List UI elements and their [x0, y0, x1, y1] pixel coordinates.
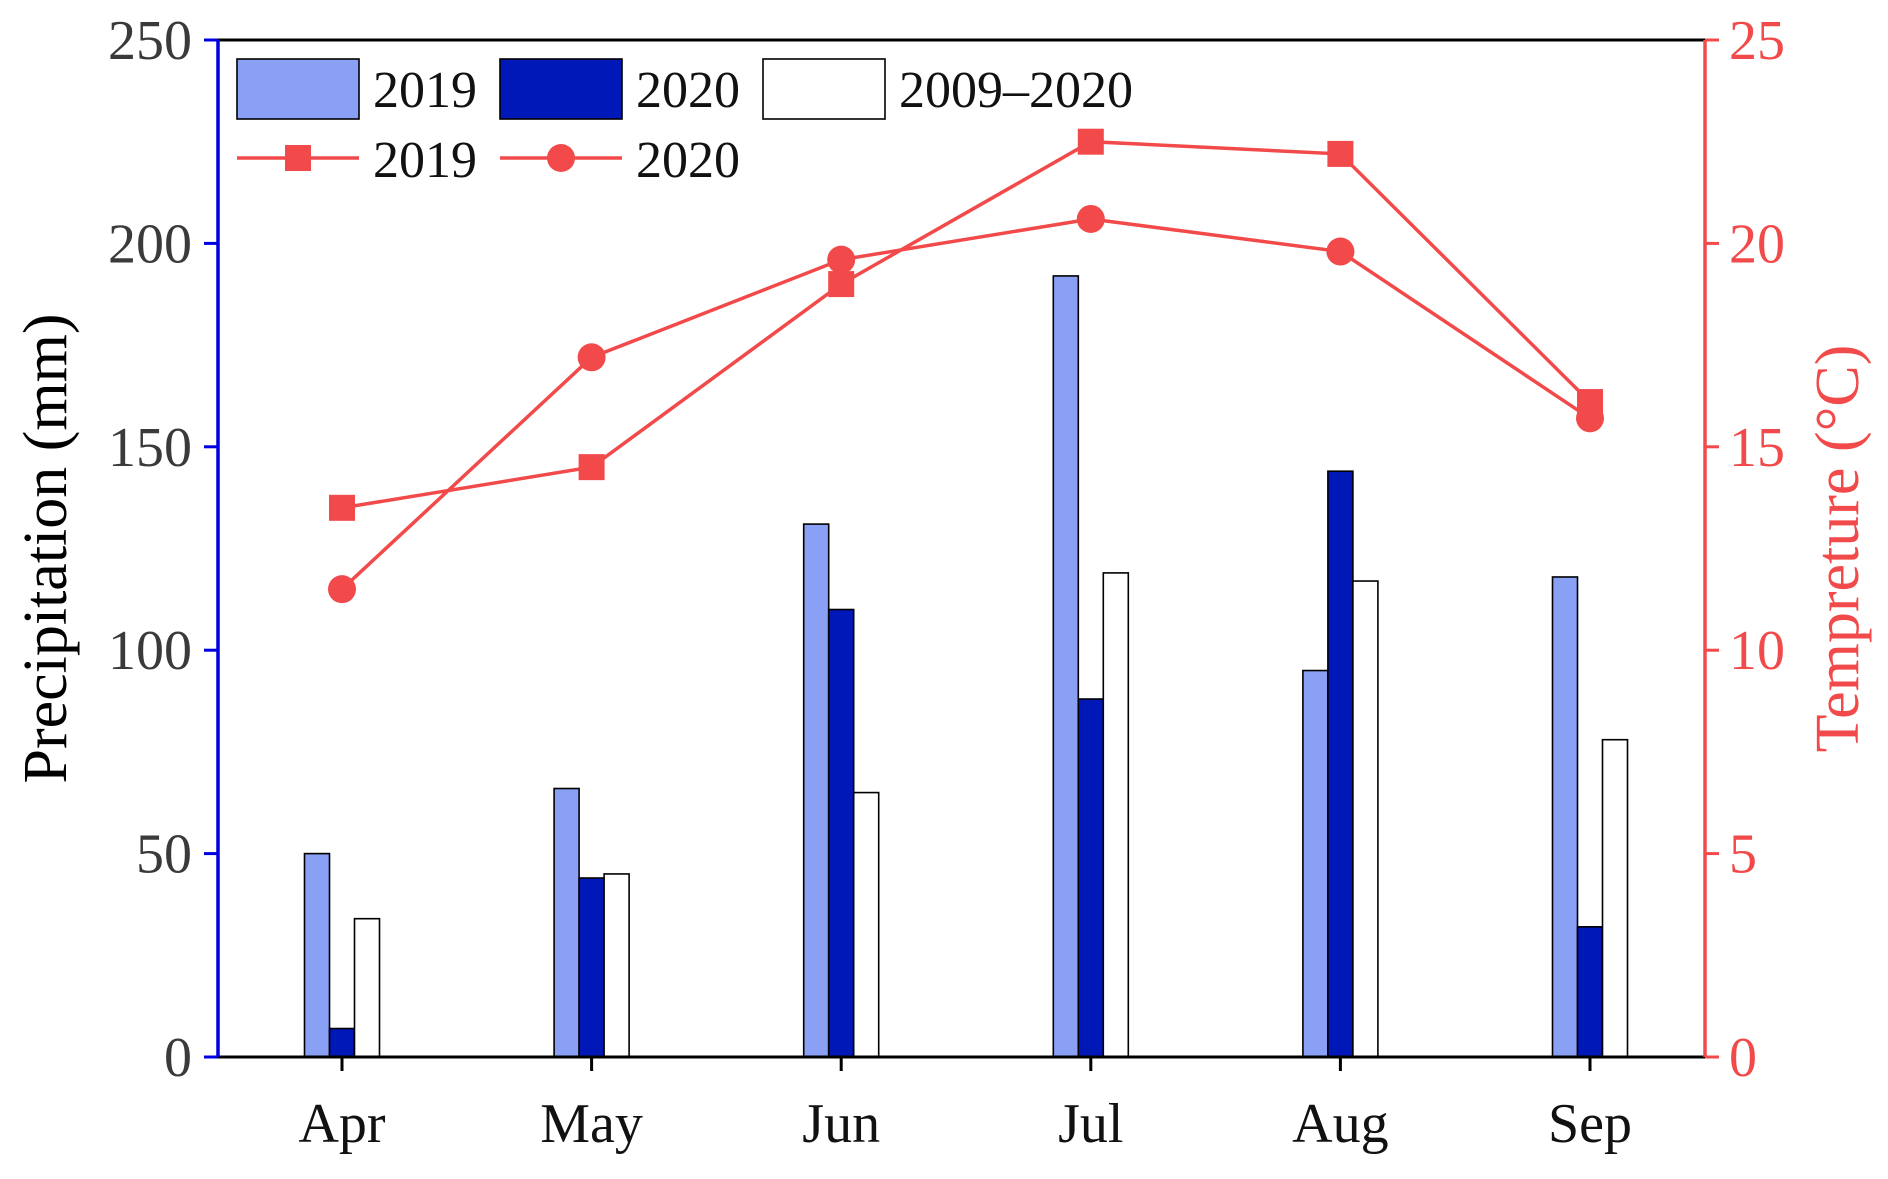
bar-2020-Sep — [1576, 926, 1604, 1058]
left-axis-title: Precipitation (mm) — [12, 313, 80, 783]
bar-2019-Apr — [303, 852, 331, 1058]
bar-2020-May — [578, 877, 605, 1058]
bar-2009–2020-May — [603, 873, 630, 1058]
legend-swatch-bar-2020 — [499, 58, 623, 120]
x-tick-label: Aug — [1292, 1093, 1388, 1155]
x-tick-label: Sep — [1548, 1093, 1632, 1155]
temp-point-2020-May — [577, 343, 606, 372]
bars-layer — [303, 275, 1629, 1058]
bar-2009–2020-Jul — [1102, 572, 1130, 1058]
temp-point-2019-Jul — [1077, 128, 1104, 155]
left-tick-label: 150 — [108, 417, 192, 479]
right-tick-label: 0 — [1729, 1027, 1757, 1089]
temp-point-2020-Apr — [328, 575, 356, 604]
temp-point-2020-Jul — [1076, 204, 1105, 233]
temperature-line-2019-square — [341, 139, 1592, 510]
temperature-lines-layer — [328, 128, 1604, 604]
bar-2009–2020-Apr — [353, 917, 381, 1058]
right-tick-label: 10 — [1729, 620, 1785, 682]
temp-point-2019-Aug — [1327, 140, 1354, 167]
bar-2020-Jul — [1077, 698, 1105, 1058]
temperature-line-2020-circle — [340, 217, 1591, 591]
temp-point-2019-Jun — [828, 271, 855, 298]
right-tick-label: 15 — [1729, 417, 1785, 479]
bar-2009–2020-Jun — [852, 791, 880, 1058]
left-tick-label: 50 — [136, 824, 192, 886]
temp-point-2020-Aug — [1326, 237, 1355, 266]
bar-2019-Jul — [1052, 275, 1080, 1058]
legend-marker-circle — [547, 144, 575, 172]
bar-2009–2020-Sep — [1601, 738, 1629, 1058]
bar-2020-Apr — [328, 1027, 356, 1058]
legend: 2019 2020 2009–2020 2019 2020 — [236, 58, 1133, 189]
bar-2020-Aug — [1327, 470, 1354, 1058]
right-tick-label: 25 — [1729, 10, 1785, 72]
bar-2019-Jun — [802, 523, 830, 1058]
left-tick-label: 0 — [164, 1027, 192, 1089]
legend-label-line: 2019 — [373, 132, 477, 189]
legend-swatch-bar-2019 — [236, 58, 360, 120]
left-tick-label: 200 — [108, 213, 192, 275]
right-tick-label: 5 — [1729, 824, 1757, 886]
x-tick-label: Jun — [802, 1093, 880, 1155]
legend-label-bar: 2009–2020 — [899, 62, 1133, 119]
bar-2009–2020-Aug — [1352, 580, 1379, 1058]
legend-label-bar: 2020 — [636, 62, 740, 119]
temp-point-2020-Sep — [1576, 404, 1604, 433]
temp-point-2020-Jun — [827, 245, 856, 274]
right-tick-label: 20 — [1729, 213, 1785, 275]
legend-label-line: 2020 — [636, 132, 740, 189]
axes-layer: 0 50 100 150 200 250 0 5 10 15 20 25 Apr May Jun Jul Aug… — [12, 10, 1872, 1155]
bar-2019-Sep — [1551, 576, 1579, 1058]
bar-2020-Jun — [827, 608, 855, 1058]
left-tick-label: 250 — [108, 10, 192, 72]
temp-point-2019-Apr — [329, 494, 355, 521]
bar-2019-May — [553, 787, 580, 1058]
temp-point-2019-May — [578, 454, 605, 481]
x-tick-label: May — [540, 1093, 643, 1155]
bar-2019-Aug — [1302, 669, 1329, 1058]
legend-label-bar: 2019 — [373, 62, 477, 119]
legend-marker-square — [285, 145, 311, 171]
x-tick-label: Apr — [298, 1093, 385, 1155]
legend-swatch-bar-2009–2020 — [762, 58, 886, 120]
right-axis-title: Tempreture (°C) — [1804, 345, 1872, 753]
left-tick-label: 100 — [108, 620, 192, 682]
x-tick-label: Jul — [1058, 1093, 1123, 1155]
